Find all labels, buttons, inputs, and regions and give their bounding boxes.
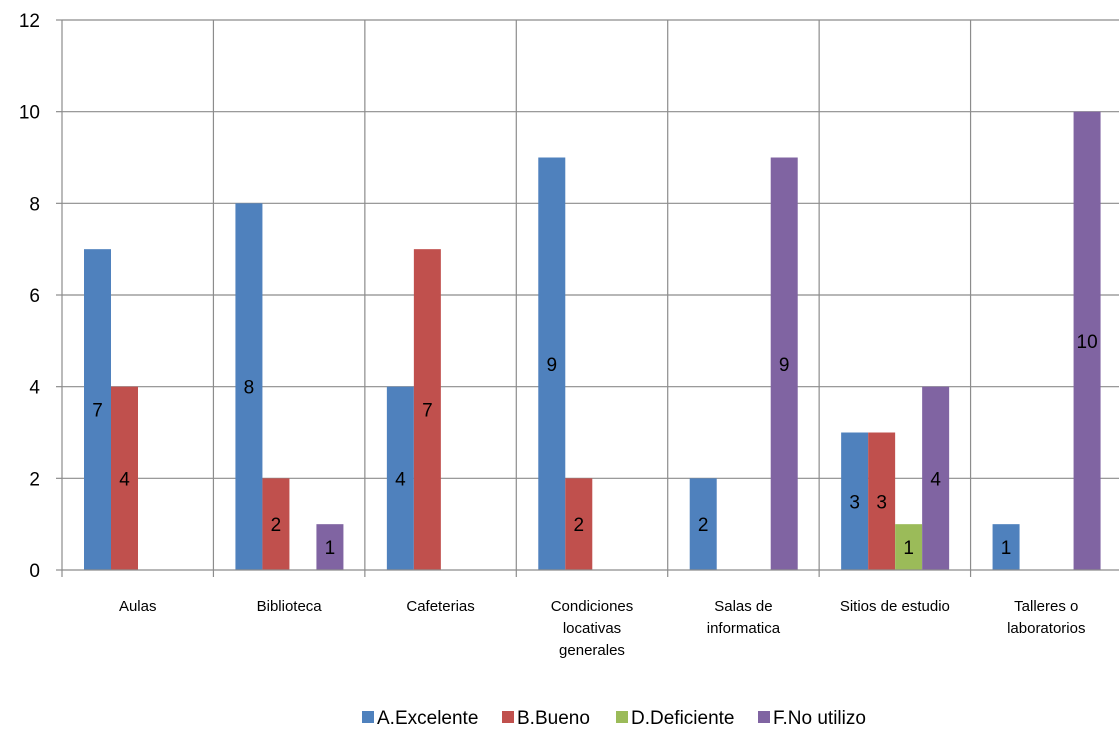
bar: [565, 478, 593, 570]
bar: [1073, 111, 1101, 571]
bar: [689, 478, 717, 570]
y-tick-label: 2: [29, 469, 40, 490]
y-tick-label: 10: [19, 103, 40, 124]
bar: [841, 432, 869, 570]
data-label: 1: [325, 538, 336, 559]
data-label: 4: [395, 469, 406, 490]
legend-swatch: [758, 711, 770, 723]
y-tick-label: 0: [29, 561, 40, 582]
bar: [992, 524, 1020, 570]
y-axis-ticks: 0 2 4 6 8 10 12: [19, 11, 62, 582]
bars: [84, 111, 1101, 571]
data-label: 3: [876, 492, 887, 513]
x-axis-categories: Aulas Biblioteca Cafeterias Condiciones loca…: [119, 598, 1086, 659]
y-tick-label: 6: [29, 286, 40, 307]
category-label: Sitios de estudio: [840, 598, 950, 615]
legend: A.Excelente B.Bueno D.Deficiente F.No utili…: [362, 708, 866, 729]
data-label: 8: [244, 378, 255, 399]
data-label: 10: [1077, 332, 1098, 353]
data-label: 2: [271, 515, 282, 536]
bar: [895, 524, 923, 570]
data-labels: 7 4 8 2 1 4 7 9 2 2 9 3 3 1 4 1 10: [92, 332, 1097, 559]
legend-swatch: [616, 711, 628, 723]
legend-swatch: [362, 711, 374, 723]
bar: [770, 157, 798, 570]
legend-label: D.Deficiente: [631, 708, 735, 729]
bar: [235, 203, 263, 571]
data-label: 2: [698, 515, 709, 536]
data-label: 1: [1001, 538, 1012, 559]
data-label: 9: [779, 355, 790, 376]
data-label: 9: [546, 355, 557, 376]
category-label: Salas de informatica: [707, 598, 781, 637]
data-label: 7: [92, 401, 103, 422]
bar: [413, 249, 441, 570]
data-label: 1: [903, 538, 914, 559]
category-label: Talleres o laboratorios: [1007, 598, 1085, 637]
y-tick-label: 8: [29, 194, 40, 215]
category-label: Biblioteca: [257, 598, 323, 615]
legend-label: B.Bueno: [517, 708, 590, 729]
data-label: 3: [849, 492, 860, 513]
category-label: Condiciones locativas generales: [551, 598, 634, 659]
legend-label: F.No utilizo: [773, 708, 866, 729]
y-tick-label: 4: [29, 378, 40, 399]
bar: [84, 249, 111, 570]
legend-label: A.Excelente: [377, 708, 478, 729]
category-label: Cafeterias: [406, 598, 474, 615]
bar: [538, 157, 566, 570]
axes: [61, 20, 1119, 577]
bar: [111, 386, 138, 570]
data-label: 4: [930, 469, 941, 490]
data-label: 2: [573, 515, 584, 536]
bar: [316, 524, 344, 570]
data-label: 4: [119, 469, 130, 490]
bar: [262, 478, 290, 570]
data-label: 7: [422, 401, 433, 422]
y-tick-label: 12: [19, 11, 40, 32]
bar: [386, 386, 414, 570]
bar: [922, 386, 950, 570]
category-label: Aulas: [119, 598, 157, 615]
bar: [868, 432, 896, 570]
legend-swatch: [502, 711, 514, 723]
